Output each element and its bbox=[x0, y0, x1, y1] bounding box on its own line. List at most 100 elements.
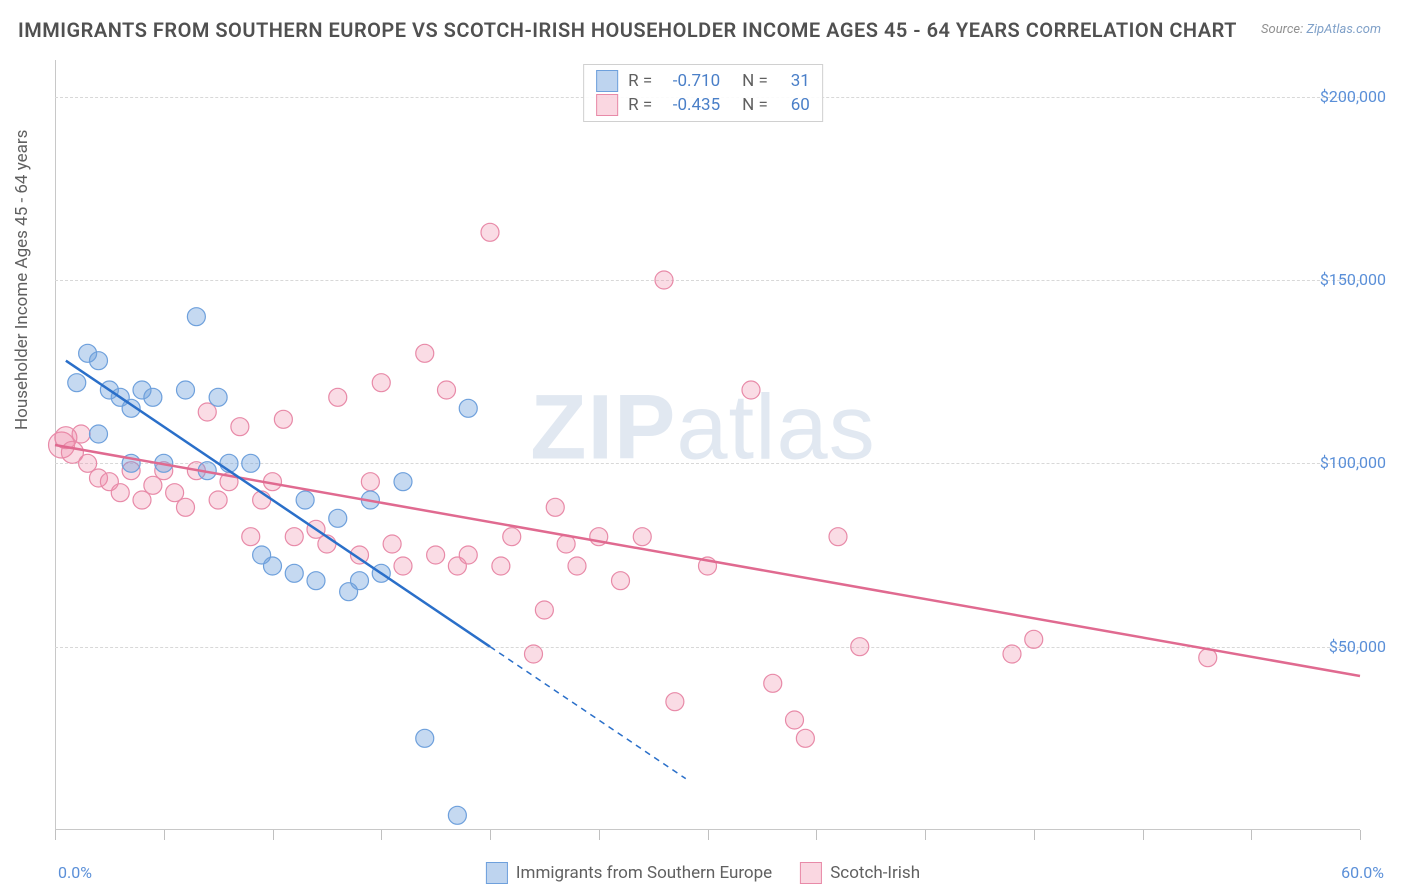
point-pink bbox=[177, 498, 195, 516]
point-pink bbox=[481, 223, 499, 241]
x-tick bbox=[490, 830, 491, 840]
point-pink bbox=[155, 462, 173, 480]
point-pink bbox=[329, 388, 347, 406]
point-blue bbox=[111, 388, 129, 406]
point-blue bbox=[90, 425, 108, 443]
x-tick bbox=[599, 830, 600, 840]
point-pink bbox=[220, 473, 238, 491]
point-pink bbox=[264, 473, 282, 491]
point-blue bbox=[133, 381, 151, 399]
y-tick-label: $200,000 bbox=[1320, 87, 1386, 106]
legend-swatch bbox=[486, 862, 508, 884]
chart-title: IMMIGRANTS FROM SOUTHERN EUROPE VS SCOTC… bbox=[18, 18, 1237, 42]
point-pink bbox=[274, 410, 292, 428]
point-blue bbox=[307, 572, 325, 590]
regression-line-pink bbox=[55, 445, 1360, 676]
point-blue bbox=[361, 491, 379, 509]
point-pink bbox=[372, 374, 390, 392]
point-pink bbox=[427, 546, 445, 564]
regression-extrap-blue bbox=[490, 647, 686, 779]
point-pink bbox=[122, 462, 140, 480]
legend-series-label: Scotch-Irish bbox=[830, 863, 920, 883]
point-pink bbox=[144, 476, 162, 494]
y-axis-line bbox=[55, 60, 56, 830]
x-tick bbox=[381, 830, 382, 840]
point-pink bbox=[612, 572, 630, 590]
point-blue bbox=[459, 399, 477, 417]
point-blue bbox=[264, 557, 282, 575]
point-pink bbox=[49, 432, 75, 458]
n-value: 31 bbox=[778, 69, 810, 93]
point-blue bbox=[285, 564, 303, 582]
grid-line bbox=[55, 280, 1360, 281]
point-pink bbox=[764, 674, 782, 692]
point-pink bbox=[198, 403, 216, 421]
grid-line bbox=[55, 647, 1360, 648]
source-attribution: Source: ZipAtlas.com bbox=[1261, 22, 1381, 37]
point-pink bbox=[61, 441, 83, 463]
point-pink bbox=[55, 427, 77, 449]
point-blue bbox=[177, 381, 195, 399]
legend-corr-row: R = -0.710 N = 31 bbox=[596, 69, 810, 93]
point-pink bbox=[459, 546, 477, 564]
point-pink bbox=[438, 381, 456, 399]
point-pink bbox=[557, 535, 575, 553]
point-blue bbox=[394, 473, 412, 491]
point-pink bbox=[796, 729, 814, 747]
point-blue bbox=[351, 572, 369, 590]
x-tick bbox=[1360, 830, 1361, 840]
x-tick bbox=[1251, 830, 1252, 840]
y-axis-label: Householder Income Ages 45 - 64 years bbox=[12, 130, 32, 430]
point-pink bbox=[1025, 630, 1043, 648]
r-value: -0.710 bbox=[662, 69, 720, 93]
watermark: ZIPatlas bbox=[530, 376, 875, 481]
point-pink bbox=[242, 528, 260, 546]
point-blue bbox=[340, 583, 358, 601]
point-blue bbox=[79, 344, 97, 362]
source-label: Source: bbox=[1261, 22, 1306, 37]
point-pink bbox=[1199, 649, 1217, 667]
r-label: R = bbox=[628, 69, 652, 93]
chart-svg bbox=[0, 0, 1406, 892]
point-blue bbox=[90, 352, 108, 370]
point-blue bbox=[122, 399, 140, 417]
x-max-label: 60.0% bbox=[1341, 863, 1384, 882]
point-pink bbox=[590, 528, 608, 546]
point-pink bbox=[253, 491, 271, 509]
point-blue bbox=[372, 564, 390, 582]
point-blue bbox=[209, 388, 227, 406]
point-pink bbox=[448, 557, 466, 575]
y-tick-label: $100,000 bbox=[1320, 453, 1386, 472]
legend-correlation: R = -0.710 N = 31R =-0.435N =60 bbox=[583, 64, 823, 122]
point-pink bbox=[394, 557, 412, 575]
regression-line-blue bbox=[66, 361, 490, 647]
n-label: N = bbox=[742, 69, 768, 93]
point-pink bbox=[492, 557, 510, 575]
point-pink bbox=[546, 498, 564, 516]
point-pink bbox=[307, 520, 325, 538]
point-pink bbox=[535, 601, 553, 619]
legend-series-item: Immigrants from Southern Europe bbox=[486, 862, 772, 884]
point-pink bbox=[383, 535, 401, 553]
x-tick bbox=[55, 830, 56, 840]
r-value: -0.435 bbox=[662, 93, 720, 117]
x-tick bbox=[925, 830, 926, 840]
point-pink bbox=[72, 425, 90, 443]
legend-swatch bbox=[800, 862, 822, 884]
point-pink bbox=[361, 473, 379, 491]
point-blue bbox=[198, 462, 216, 480]
x-tick bbox=[708, 830, 709, 840]
point-pink bbox=[742, 381, 760, 399]
legend-corr-row: R =-0.435N =60 bbox=[596, 93, 810, 117]
point-pink bbox=[187, 462, 205, 480]
point-pink bbox=[285, 528, 303, 546]
point-pink bbox=[209, 491, 227, 509]
y-tick-label: $50,000 bbox=[1329, 637, 1386, 656]
legend-swatch bbox=[596, 70, 618, 92]
chart-container: IMMIGRANTS FROM SOUTHERN EUROPE VS SCOTC… bbox=[0, 0, 1406, 892]
point-blue bbox=[187, 308, 205, 326]
point-blue bbox=[68, 374, 86, 392]
x-min-label: 0.0% bbox=[58, 863, 92, 882]
point-pink bbox=[568, 557, 586, 575]
point-pink bbox=[351, 546, 369, 564]
